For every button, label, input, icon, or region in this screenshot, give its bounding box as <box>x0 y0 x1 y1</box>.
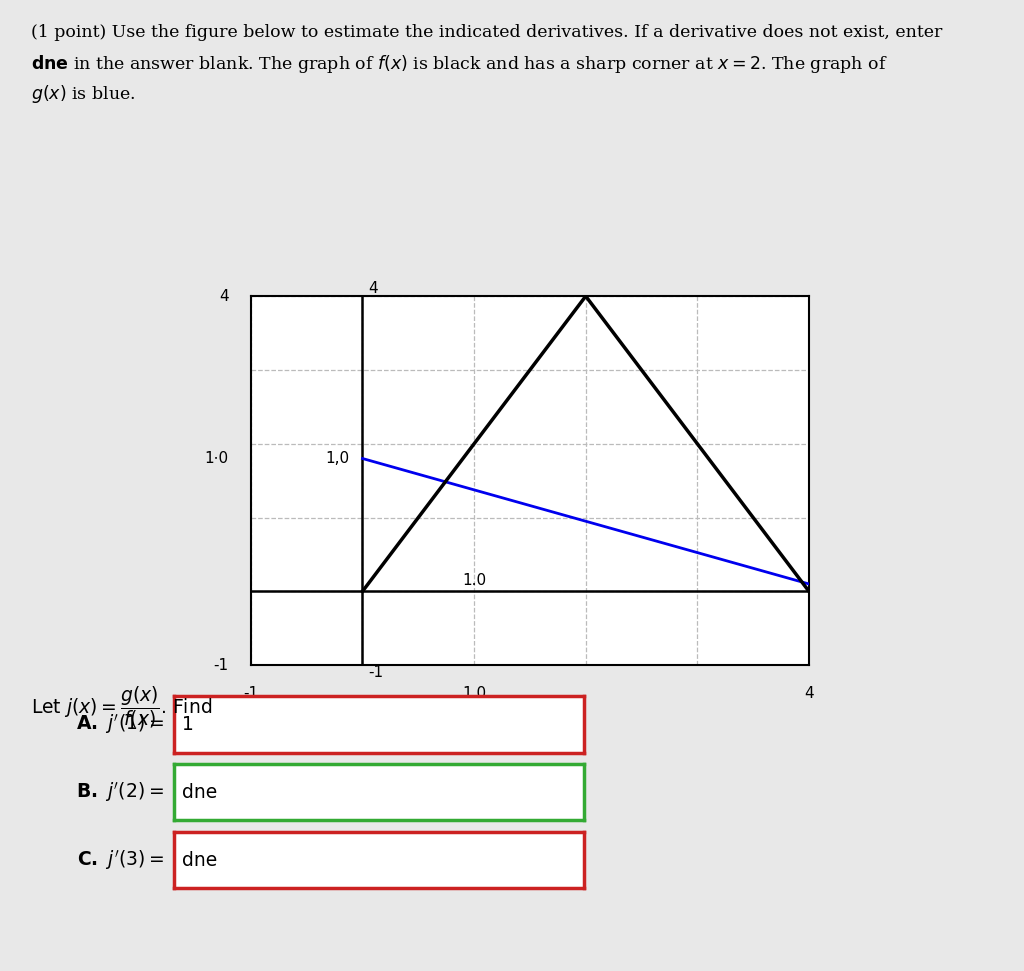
Text: -1: -1 <box>213 657 228 673</box>
Text: 4: 4 <box>219 288 228 304</box>
Text: 4: 4 <box>368 282 378 296</box>
Text: dne: dne <box>182 851 217 870</box>
Text: $\mathbf{B.}$ $j'(2) =$: $\mathbf{B.}$ $j'(2) =$ <box>76 781 164 804</box>
Text: 1⋅0: 1⋅0 <box>205 451 228 466</box>
Text: 1,0: 1,0 <box>325 451 349 466</box>
Text: $\mathbf{A.}$ $j'(1) =$: $\mathbf{A.}$ $j'(1) =$ <box>76 713 164 736</box>
Text: $\mathbf{dne}$ in the answer blank. The graph of $f(x)$ is black and has a sharp: $\mathbf{dne}$ in the answer blank. The … <box>31 53 887 76</box>
Text: -1: -1 <box>244 686 258 701</box>
Text: $\mathbf{C.}$ $j'(3) =$: $\mathbf{C.}$ $j'(3) =$ <box>77 849 164 872</box>
Text: (1 point) Use the figure below to estimate the indicated derivatives. If a deriv: (1 point) Use the figure below to estima… <box>31 24 942 42</box>
Text: 4: 4 <box>804 686 814 701</box>
Text: $g(x)$ is blue.: $g(x)$ is blue. <box>31 83 135 105</box>
Text: 1.0: 1.0 <box>462 573 486 587</box>
Text: 1.0: 1.0 <box>462 686 486 701</box>
Text: 1: 1 <box>182 715 195 734</box>
Text: -1: -1 <box>368 665 383 680</box>
Text: Let $j(x) = \dfrac{g(x)}{f(x)}$. Find: Let $j(x) = \dfrac{g(x)}{f(x)}$. Find <box>31 685 212 730</box>
Text: dne: dne <box>182 783 217 802</box>
